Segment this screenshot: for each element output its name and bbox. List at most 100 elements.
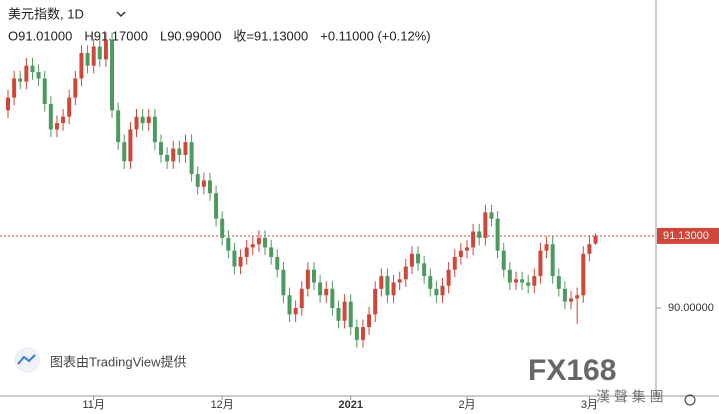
candle-body [483, 212, 488, 238]
candle-body [91, 46, 96, 66]
candle-body [122, 142, 127, 162]
candle-body [48, 103, 53, 130]
candle-body [324, 288, 329, 296]
candle-body [103, 40, 108, 60]
candle-body [556, 276, 561, 289]
candle-body [269, 247, 274, 257]
candle-body [452, 256, 457, 270]
x-tick-label: 12月 [211, 399, 234, 411]
candle-body [67, 97, 72, 117]
candle-body [226, 237, 231, 251]
candle-body [201, 180, 206, 187]
ohlc-label: 收=91.13000 [233, 28, 308, 43]
ohlc-header: O91.01000 H91.17000 L90.99000 收=91.13000 +0.… [8, 28, 431, 43]
candle-body [42, 78, 47, 104]
candle-body [538, 250, 543, 277]
candle-body [263, 237, 268, 248]
candle-body [342, 301, 347, 321]
candle-body [97, 46, 102, 60]
candle-body [299, 288, 304, 308]
candle-body [312, 269, 316, 283]
price-label: 91.13000 [663, 230, 709, 242]
candle-body [116, 110, 121, 143]
candle-body [232, 250, 237, 267]
ohlc-label: +0.11000 (+0.12%) [320, 28, 430, 43]
tv-logo-mark [17, 354, 36, 365]
x-tick-label: 2月 [458, 399, 475, 411]
candle-body [250, 244, 255, 248]
watermark: 图表由TradingView提供 [50, 354, 187, 369]
candle-body [293, 308, 298, 315]
candle-body [281, 269, 286, 296]
candle-body [275, 256, 280, 270]
candle-body [526, 282, 531, 286]
candle-body [110, 40, 115, 111]
candle-body [391, 282, 396, 296]
candle-body [507, 269, 512, 283]
candle-body [385, 276, 390, 296]
candle-body [36, 72, 41, 79]
candle-body [189, 142, 194, 175]
logo-subtext: 漢 聲 集 團 [596, 389, 664, 405]
ohlc-label: L90.99000 [160, 28, 221, 43]
candle-body [354, 327, 359, 340]
candle-body [501, 250, 506, 270]
candle-body [336, 308, 341, 321]
candle-body [458, 250, 463, 257]
candle-body [489, 212, 494, 219]
candle-body [593, 235, 598, 244]
candle-body [195, 174, 200, 187]
candle-body [171, 148, 176, 162]
candle-body [581, 253, 586, 296]
candle-body [61, 116, 66, 124]
candle-body [183, 142, 188, 155]
candle-body [54, 123, 59, 130]
candle-body [397, 279, 402, 283]
candle-body [465, 247, 469, 251]
candle-body [360, 327, 365, 340]
candle-body [177, 148, 182, 155]
candle-body [165, 154, 170, 162]
candle-body [416, 253, 421, 264]
candle-body [214, 193, 219, 219]
candle-body [373, 288, 378, 315]
candle-body [30, 65, 35, 73]
candle-body [495, 218, 500, 251]
candle-body [513, 279, 518, 283]
candle-body [440, 285, 445, 296]
candle-body [18, 78, 23, 82]
candle-body [220, 218, 225, 238]
candle-body [409, 253, 414, 267]
x-tick-label: 3月 [581, 399, 598, 411]
candle-body [85, 52, 90, 66]
candle-body [348, 301, 353, 328]
candle-body [575, 295, 580, 299]
candle-body [140, 116, 145, 124]
dropdown-icon[interactable] [116, 11, 126, 18]
candle-body [379, 276, 384, 289]
candle-body [569, 298, 574, 302]
candle-body [471, 231, 476, 248]
ohlc-label: O91.01000 [8, 28, 72, 43]
candle-body [562, 288, 567, 302]
candle-body [159, 142, 163, 155]
candle-body [256, 237, 261, 245]
candle-body [550, 244, 555, 277]
candle-body [532, 276, 537, 286]
candle-body [446, 269, 451, 286]
candle-body [587, 244, 592, 254]
x-tick-label: 11月 [82, 399, 104, 411]
candle-body [403, 266, 408, 280]
candle-body [146, 116, 151, 124]
candle-body [367, 314, 372, 328]
chart-title: 美元指数, 1D [8, 6, 84, 21]
settings-icon[interactable] [684, 394, 696, 406]
candle-body [152, 116, 157, 143]
candle-body [428, 276, 433, 289]
candle-body [238, 256, 243, 267]
x-tick-label: 2021 [338, 399, 362, 411]
candle-body [12, 78, 17, 98]
